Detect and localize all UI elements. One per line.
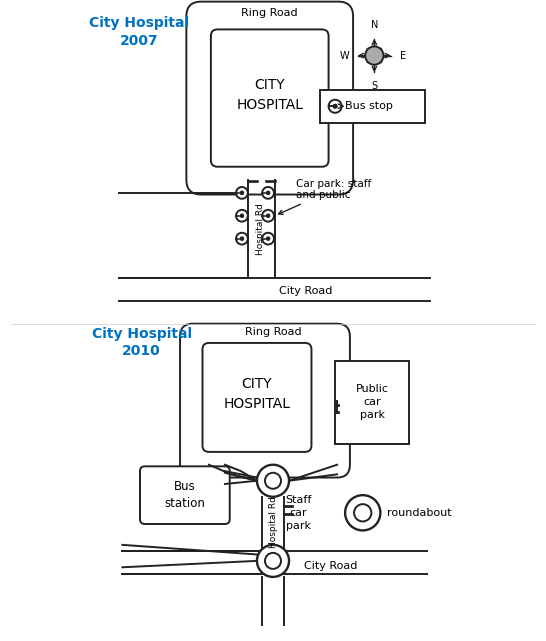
Circle shape bbox=[354, 504, 371, 522]
Text: Bus
station: Bus station bbox=[164, 480, 205, 510]
Text: CITY
HOSPITAL: CITY HOSPITAL bbox=[236, 78, 303, 112]
Circle shape bbox=[257, 465, 289, 497]
Text: W: W bbox=[339, 51, 349, 61]
Text: roundabout: roundabout bbox=[387, 508, 452, 518]
Text: Car park: staff
and public: Car park: staff and public bbox=[278, 179, 371, 214]
Circle shape bbox=[262, 187, 274, 199]
FancyBboxPatch shape bbox=[211, 29, 329, 167]
Text: Public
car
park: Public car park bbox=[356, 384, 389, 420]
Circle shape bbox=[240, 190, 244, 195]
FancyBboxPatch shape bbox=[186, 2, 353, 194]
Circle shape bbox=[345, 495, 381, 530]
Circle shape bbox=[265, 553, 281, 569]
Circle shape bbox=[365, 46, 383, 65]
Circle shape bbox=[262, 233, 274, 244]
Circle shape bbox=[266, 190, 270, 195]
Text: Bus stop: Bus stop bbox=[345, 101, 393, 112]
Text: City Hospital
2010: City Hospital 2010 bbox=[92, 327, 192, 358]
Text: City Hospital
2007: City Hospital 2007 bbox=[89, 16, 189, 47]
Text: CITY
HOSPITAL: CITY HOSPITAL bbox=[223, 378, 290, 411]
Text: City Road: City Road bbox=[279, 286, 333, 296]
Text: Hospital Rd: Hospital Rd bbox=[257, 203, 265, 254]
Circle shape bbox=[333, 104, 338, 109]
Text: Staff
car
park: Staff car park bbox=[286, 495, 312, 531]
Circle shape bbox=[240, 213, 244, 218]
Circle shape bbox=[329, 100, 342, 113]
Circle shape bbox=[257, 545, 289, 577]
Text: N: N bbox=[371, 20, 378, 30]
Circle shape bbox=[240, 237, 244, 241]
Circle shape bbox=[236, 233, 248, 244]
Text: Ring Road: Ring Road bbox=[245, 327, 301, 337]
Circle shape bbox=[265, 473, 281, 488]
FancyBboxPatch shape bbox=[180, 324, 350, 478]
Text: S: S bbox=[371, 81, 377, 91]
FancyBboxPatch shape bbox=[321, 90, 425, 122]
Text: Hospital Rd: Hospital Rd bbox=[269, 497, 277, 548]
FancyBboxPatch shape bbox=[203, 343, 311, 452]
Text: E: E bbox=[400, 51, 406, 61]
Circle shape bbox=[266, 237, 270, 241]
Text: City Road: City Road bbox=[304, 561, 358, 570]
FancyBboxPatch shape bbox=[140, 466, 230, 524]
Circle shape bbox=[266, 213, 270, 218]
Circle shape bbox=[262, 210, 274, 222]
FancyBboxPatch shape bbox=[335, 360, 409, 444]
Circle shape bbox=[236, 210, 248, 222]
Text: Ring Road: Ring Road bbox=[241, 8, 298, 18]
Circle shape bbox=[236, 187, 248, 199]
